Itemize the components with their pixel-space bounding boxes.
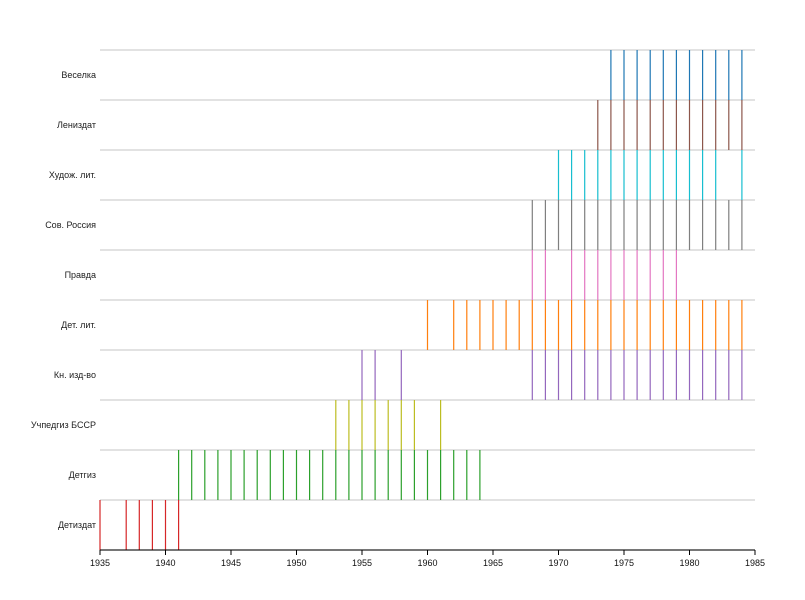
x-tick-label: 1960 [417,558,437,568]
x-tick-label: 1980 [679,558,699,568]
row-label: Правда [65,270,96,280]
row-label: Детгиз [69,470,96,480]
x-tick-label: 1935 [90,558,110,568]
row-label: Худож. лит. [49,170,96,180]
x-tick-label: 1965 [483,558,503,568]
row-label: Веселка [61,70,96,80]
row-label: Кн. изд-во [54,370,96,380]
row-label: Детиздат [58,520,96,530]
x-tick-label: 1975 [614,558,634,568]
row-label: Дет. лит. [61,320,96,330]
x-tick-label: 1955 [352,558,372,568]
row-labels: Веселка Лениздат Худож. лит. Сов. Россия Пра… [31,70,96,530]
year-marks [99,50,743,550]
x-tick-label: 1985 [745,558,765,568]
x-tick-label: 1945 [221,558,241,568]
row-label: Лениздат [57,120,96,130]
row-label: Учпедгиз БССР [31,420,96,430]
x-tick-label: 1950 [286,558,306,568]
x-tick-label: 1970 [548,558,568,568]
x-tick-label: 1940 [155,558,175,568]
x-axis: 1935 1940 1945 1950 1955 1960 1965 1970 1975 1980… [90,549,765,568]
row-label: Сов. Россия [45,220,96,230]
